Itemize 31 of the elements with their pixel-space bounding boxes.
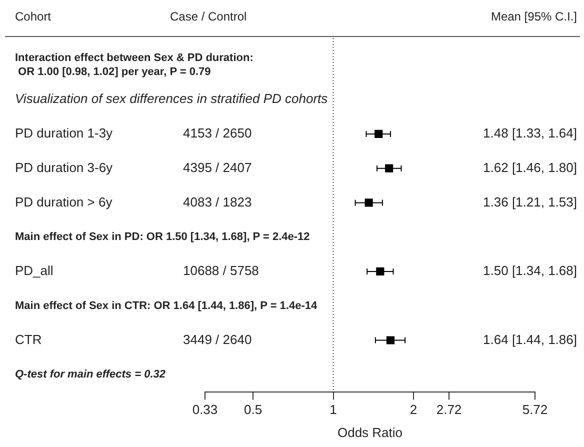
annotation: 4083 / 1823 bbox=[183, 194, 252, 210]
annotation: Visualization of sex differences in stratified PD cohorts bbox=[15, 91, 328, 106]
x-axis-title: Odds Ratio bbox=[337, 424, 403, 440]
x-tick-label: 5.72 bbox=[522, 402, 548, 418]
annotation: 1.50 [1.34, 1.68] bbox=[483, 263, 577, 278]
annotation: 4153 / 2650 bbox=[183, 126, 252, 141]
annotation: 1.48 [1.33, 1.64] bbox=[483, 126, 577, 141]
annotation: Main effect of Sex in CTR: OR 1.64 [1.44, 1.86], P = 1.4e-14 bbox=[15, 300, 318, 312]
text: Case / Control bbox=[170, 9, 247, 24]
y-tick-label: PD duration 1-3y bbox=[15, 126, 114, 141]
x-tick-label: 2 bbox=[410, 402, 418, 418]
y-tick-label: PD duration > 6y bbox=[15, 194, 113, 210]
x-tick-label: 2.72 bbox=[436, 402, 462, 418]
text: Q-test for main effects = 0.32 bbox=[15, 368, 166, 381]
x-tick-label: 0.5 bbox=[244, 402, 262, 418]
y-tick-label: PD duration 3-6y bbox=[15, 160, 114, 175]
x-tick-label: 1 bbox=[330, 402, 337, 418]
annotation: 4395 / 2407 bbox=[183, 160, 252, 175]
text: Mean [95% C.I.] bbox=[490, 9, 577, 24]
text: Cohort bbox=[15, 9, 52, 24]
annotation: 3449 / 2640 bbox=[183, 332, 252, 347]
point bbox=[386, 336, 395, 344]
annotation: 1.64 [1.44, 1.86] bbox=[483, 332, 577, 347]
annotation: 1.36 [1.21, 1.53] bbox=[483, 194, 577, 210]
x-tick-label: 0.33 bbox=[192, 402, 218, 418]
y-tick-label: PD_all bbox=[15, 263, 54, 278]
annotation: Main effect of Sex in PD: OR 1.50 [1.34, 1.68], P = 2.4e-12 bbox=[15, 231, 310, 244]
annotation: Interaction effect between Sex & PD duration: OR 1.00 [0.98, 1.02] per year, P = 0.79 bbox=[15, 52, 254, 78]
y-tick-label: CTR bbox=[15, 332, 42, 347]
annotation: 1.62 [1.46, 1.80] bbox=[483, 160, 577, 175]
annotation: 10688 / 5758 bbox=[183, 263, 259, 278]
